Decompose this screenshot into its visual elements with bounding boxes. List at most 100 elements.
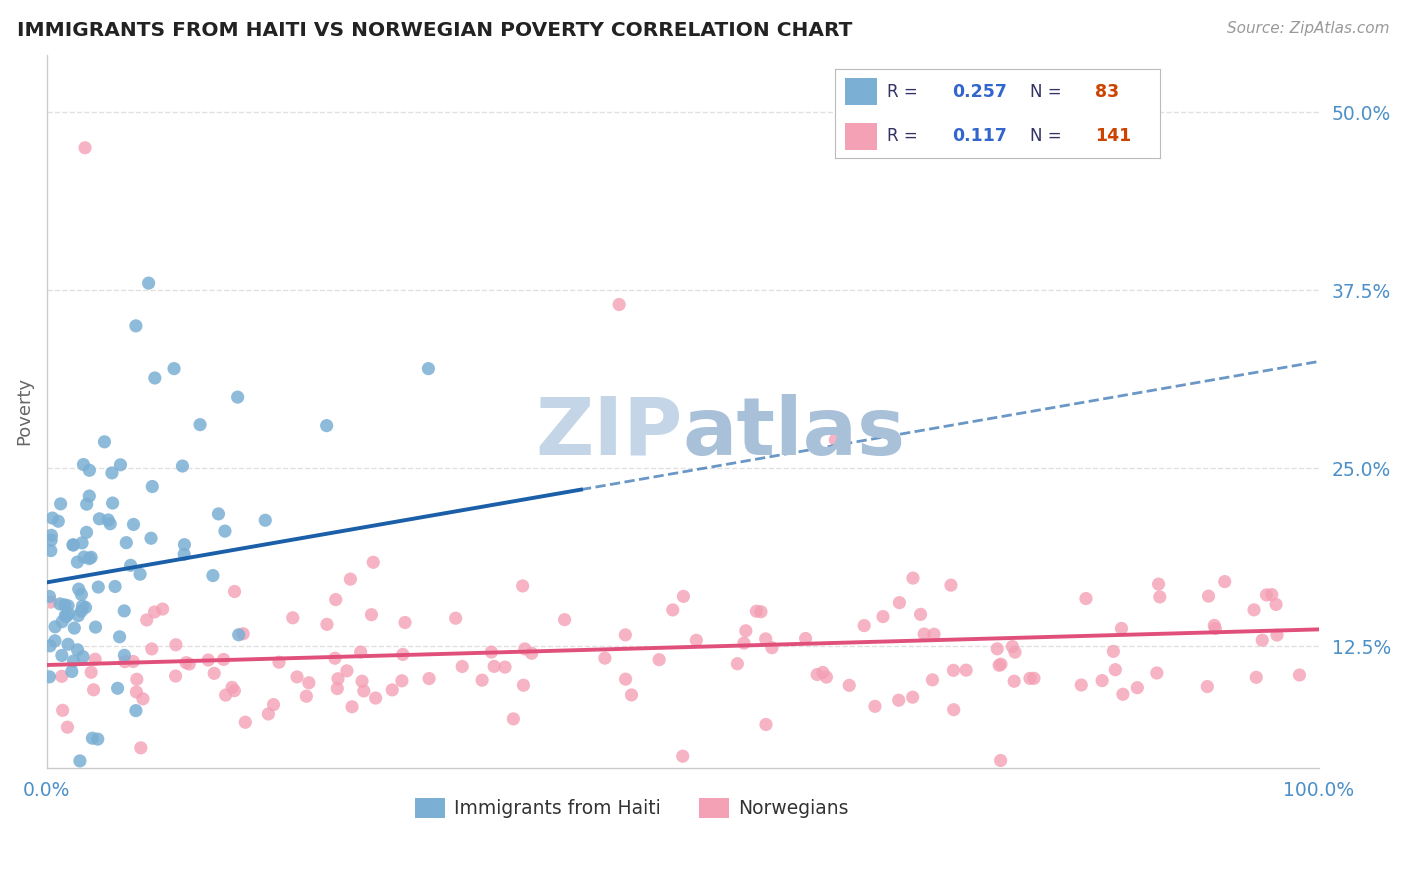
- Point: [53, 598, 76, 612]
- Point: [889, 596, 911, 610]
- Point: [1070, 678, 1092, 692]
- Point: [661, 603, 683, 617]
- Point: [55, 609, 77, 624]
- Point: [97, 513, 120, 527]
- Point: [672, 590, 695, 604]
- Point: [350, 674, 373, 689]
- Point: [39, 595, 62, 609]
- Point: [201, 568, 224, 582]
- Point: [138, 276, 160, 290]
- Point: [67, 608, 90, 623]
- Point: [173, 538, 195, 552]
- Point: [87, 580, 110, 594]
- Point: [648, 653, 671, 667]
- Point: [51, 648, 73, 663]
- Point: [214, 688, 236, 702]
- Point: [76, 525, 98, 540]
- Point: [1265, 598, 1288, 612]
- Point: [172, 458, 194, 473]
- Point: [1204, 618, 1226, 632]
- Point: [70, 587, 93, 601]
- Point: [179, 657, 201, 671]
- Point: [942, 703, 965, 717]
- Point: [41, 511, 63, 525]
- Point: [228, 628, 250, 642]
- Point: [281, 611, 304, 625]
- Point: [70, 604, 93, 618]
- Point: [173, 547, 195, 561]
- Point: [58, 607, 80, 621]
- Point: [988, 658, 1011, 673]
- Point: [326, 681, 349, 696]
- Point: [471, 673, 494, 688]
- Point: [1197, 680, 1219, 694]
- Point: [986, 641, 1008, 656]
- Point: [614, 628, 637, 642]
- Point: [122, 655, 145, 669]
- Point: [112, 604, 135, 618]
- Point: [512, 678, 534, 692]
- Point: [815, 670, 838, 684]
- Point: [49, 597, 72, 611]
- Point: [1074, 591, 1097, 606]
- Point: [1091, 673, 1114, 688]
- Point: [125, 673, 148, 687]
- Point: [350, 645, 373, 659]
- Point: [942, 663, 965, 677]
- Point: [38, 590, 60, 604]
- Point: [233, 715, 256, 730]
- Point: [115, 535, 138, 549]
- Point: [83, 682, 105, 697]
- Point: [1004, 645, 1026, 659]
- Point: [482, 659, 505, 673]
- Point: [77, 551, 100, 566]
- Text: atlas: atlas: [683, 393, 905, 472]
- Point: [89, 512, 111, 526]
- Point: [125, 704, 148, 718]
- Point: [794, 632, 817, 646]
- Point: [298, 675, 321, 690]
- Point: [901, 690, 924, 705]
- Point: [139, 531, 162, 545]
- Point: [87, 732, 110, 747]
- Point: [520, 646, 543, 660]
- Point: [66, 642, 89, 657]
- Point: [1147, 577, 1170, 591]
- Point: [761, 640, 783, 655]
- Point: [79, 463, 101, 477]
- Point: [60, 665, 83, 679]
- Point: [79, 489, 101, 503]
- Point: [82, 731, 104, 746]
- Point: [66, 555, 89, 569]
- Point: [339, 572, 361, 586]
- Point: [295, 690, 318, 704]
- Point: [1288, 668, 1310, 682]
- Point: [62, 538, 84, 552]
- Point: [1261, 588, 1284, 602]
- Point: [1251, 633, 1274, 648]
- Point: [93, 434, 115, 449]
- Point: [152, 602, 174, 616]
- Point: [672, 749, 695, 764]
- Point: [107, 681, 129, 696]
- Point: [56, 599, 79, 613]
- Point: [84, 652, 107, 666]
- Point: [285, 670, 308, 684]
- Point: [1204, 622, 1226, 636]
- Point: [101, 496, 124, 510]
- Point: [745, 604, 768, 618]
- Point: [502, 712, 524, 726]
- Point: [749, 605, 772, 619]
- Point: [418, 672, 440, 686]
- Text: Source: ZipAtlas.com: Source: ZipAtlas.com: [1226, 21, 1389, 36]
- Point: [1149, 590, 1171, 604]
- Point: [104, 580, 127, 594]
- Point: [257, 706, 280, 721]
- Point: [921, 673, 943, 687]
- Point: [224, 584, 246, 599]
- Point: [49, 497, 72, 511]
- Point: [46, 514, 69, 528]
- Point: [202, 666, 225, 681]
- Point: [325, 592, 347, 607]
- Point: [125, 685, 148, 699]
